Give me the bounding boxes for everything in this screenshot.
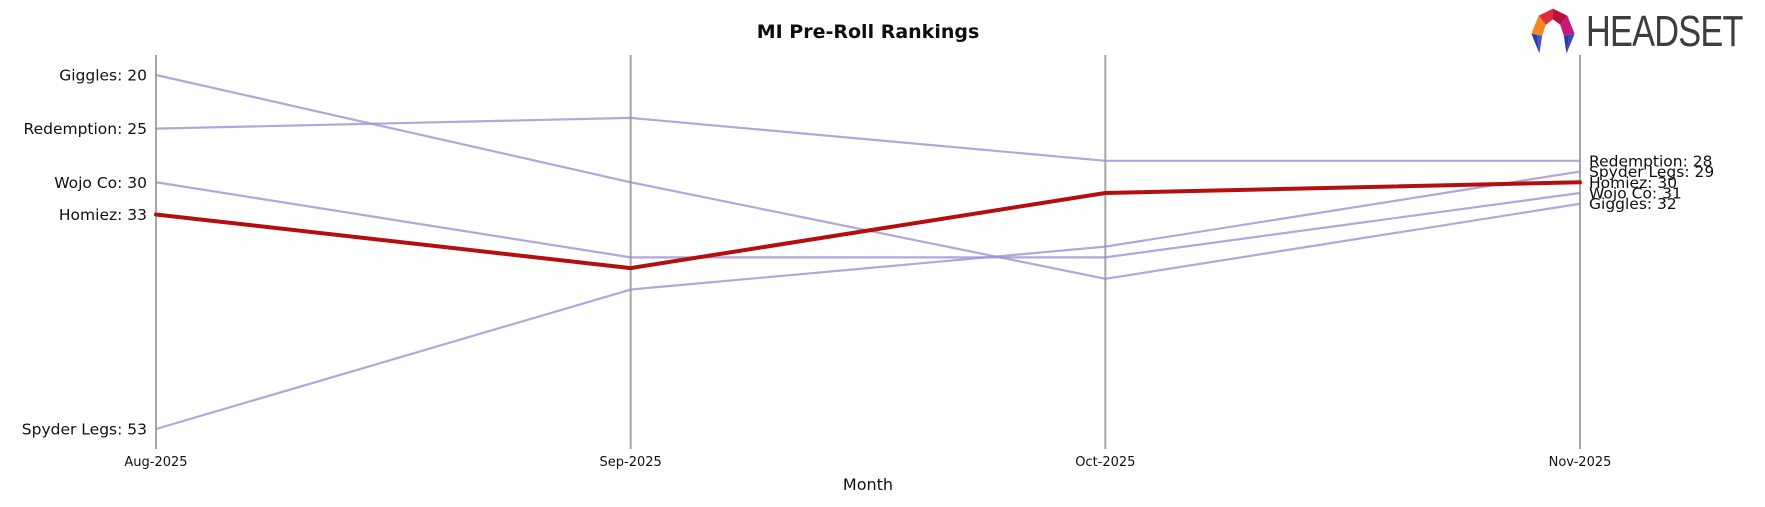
series-line-homiez xyxy=(154,180,1582,271)
headset-logo-icon xyxy=(1531,8,1575,54)
tick-label-sep-2025: Sep-2025 xyxy=(600,455,662,470)
series-line-redemption xyxy=(154,116,1582,162)
series-line-giggles xyxy=(154,73,1582,280)
chart-title: MI Pre-Roll Rankings xyxy=(756,21,980,43)
left-label-spyder-legs: Spyder Legs: 53 xyxy=(22,421,147,439)
series-line-spyder-legs xyxy=(154,170,1582,431)
right-label-homiez: Homiez: 30 xyxy=(1589,174,1677,192)
left-label-redemption: Redemption: 25 xyxy=(24,120,148,138)
left-label-giggles: Giggles: 20 xyxy=(59,67,147,85)
tick-label-nov-2025: Nov-2025 xyxy=(1549,455,1612,470)
series-line-wojo-co xyxy=(154,181,1582,259)
right-label-giggles: Giggles: 32 xyxy=(1589,195,1677,213)
left-label-homiez: Homiez: 33 xyxy=(59,206,147,224)
right-label-wojo-co: Wojo Co: 31 xyxy=(1589,185,1682,203)
left-label-wojo-co: Wojo Co: 30 xyxy=(54,174,147,192)
right-label-redemption: Redemption: 28 xyxy=(1589,152,1713,170)
tick-label-oct-2025: Oct-2025 xyxy=(1075,455,1135,470)
x-axis-title: Month xyxy=(842,475,894,494)
headset-logo-text: HEADSET xyxy=(1586,7,1743,56)
right-label-spyder-legs: Spyder Legs: 29 xyxy=(1589,163,1714,181)
tick-label-aug-2025: Aug-2025 xyxy=(124,455,187,470)
headset-logo: HEADSET xyxy=(1524,5,1765,59)
